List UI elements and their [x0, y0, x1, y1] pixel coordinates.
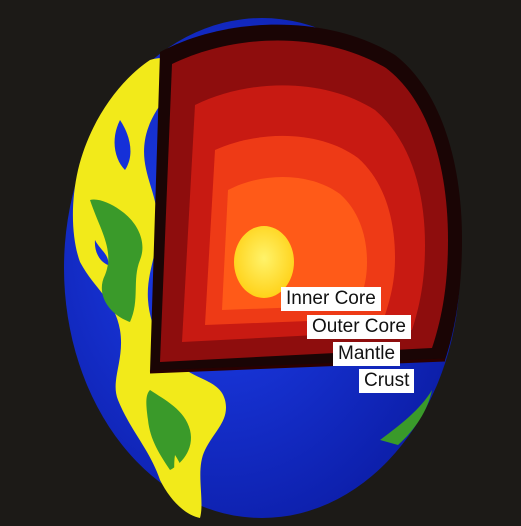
label-inner-core: Inner Core	[281, 287, 381, 311]
label-crust: Crust	[359, 369, 415, 393]
label-mantle: Mantle	[333, 342, 401, 366]
label-outer-core: Outer Core	[307, 315, 411, 339]
inner-core	[234, 226, 294, 298]
continents	[72, 58, 226, 518]
